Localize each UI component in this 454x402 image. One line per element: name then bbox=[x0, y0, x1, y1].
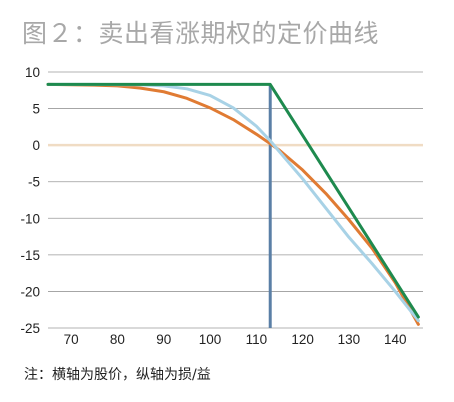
y-tick-label: -20 bbox=[20, 284, 40, 299]
y-axis-labels: 10 5 0 -5 -10 -15 -20 -25 bbox=[20, 65, 40, 336]
x-tick-label: 110 bbox=[246, 332, 268, 347]
y-tick-label: -25 bbox=[20, 321, 40, 336]
x-tick-label: 90 bbox=[156, 332, 171, 347]
y-tick-label: -10 bbox=[20, 211, 40, 226]
chart-title: 图２：卖出看涨期权的定价曲线 bbox=[22, 19, 380, 48]
x-tick-label: 140 bbox=[384, 332, 407, 347]
series-line-1 bbox=[46, 82, 420, 319]
x-tick-label: 130 bbox=[338, 332, 361, 347]
y-tick-label: 5 bbox=[32, 102, 40, 117]
x-tick-label: 70 bbox=[64, 332, 79, 347]
x-tick-label: 80 bbox=[110, 332, 125, 347]
y-tick-label: -5 bbox=[28, 175, 40, 190]
y-tick-label: -15 bbox=[20, 248, 40, 263]
series-lines bbox=[46, 82, 420, 328]
series-line-3 bbox=[46, 82, 420, 326]
y-tick-label: 10 bbox=[25, 65, 40, 80]
x-tick-label: 120 bbox=[291, 332, 314, 347]
y-tick-label: 0 bbox=[32, 138, 40, 153]
x-axis-labels: 70 80 90 100 110 120 130 140 bbox=[64, 332, 407, 347]
axis-note: 注：横轴为股价，纵轴为损/益 bbox=[24, 367, 211, 383]
x-tick-label: 100 bbox=[199, 332, 222, 347]
